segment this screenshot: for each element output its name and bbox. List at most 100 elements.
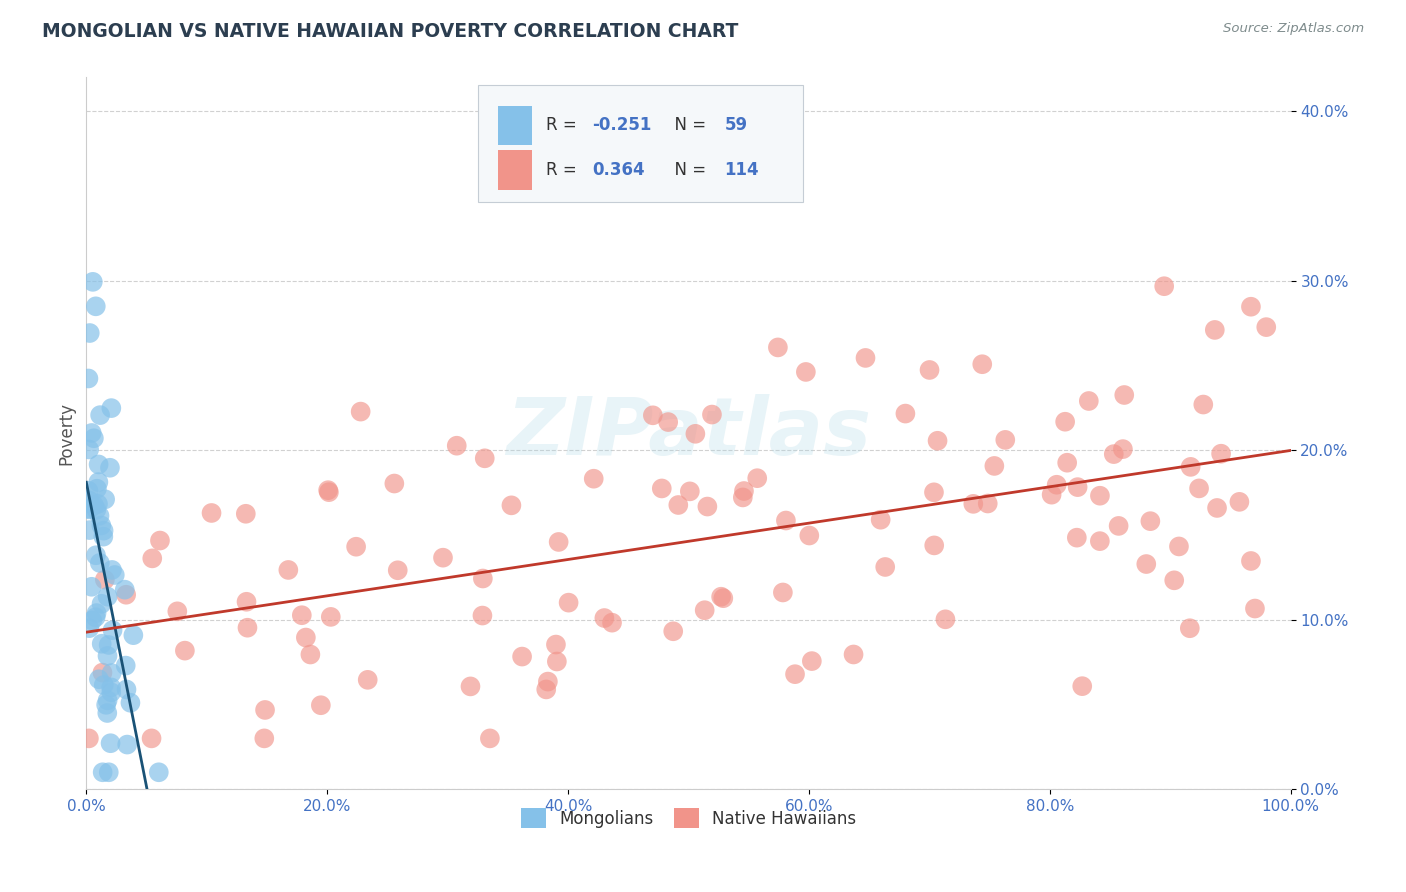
Point	[1204, 323, 1226, 337]
Point	[1077, 394, 1099, 409]
Point	[962, 497, 984, 511]
Point	[460, 680, 482, 694]
Point	[387, 563, 409, 577]
Point	[104, 568, 127, 582]
Point	[1244, 601, 1267, 615]
Point	[710, 590, 733, 604]
Point	[600, 615, 623, 630]
Point	[82, 614, 104, 628]
Point	[91, 530, 114, 544]
Point	[77, 501, 100, 516]
Point	[693, 603, 716, 617]
Point	[593, 611, 616, 625]
Point	[651, 482, 673, 496]
Point	[235, 507, 257, 521]
Point	[94, 492, 117, 507]
Point	[82, 275, 104, 289]
Point	[100, 681, 122, 695]
Point	[319, 610, 342, 624]
Point	[93, 678, 115, 692]
Point	[1108, 519, 1130, 533]
Point	[869, 513, 891, 527]
Point	[1178, 621, 1201, 635]
Point	[927, 434, 949, 448]
Point	[1114, 388, 1136, 402]
Point	[299, 648, 322, 662]
Point	[84, 548, 107, 562]
Point	[84, 610, 107, 624]
Point	[794, 365, 817, 379]
Point	[100, 685, 122, 699]
Point	[86, 606, 108, 620]
Point	[173, 643, 195, 657]
Point	[87, 458, 110, 472]
Point	[1040, 488, 1063, 502]
Point	[685, 426, 707, 441]
Text: N =: N =	[665, 116, 711, 134]
Point	[79, 621, 101, 635]
Text: R =: R =	[547, 161, 582, 179]
Point	[666, 498, 689, 512]
Point	[253, 731, 276, 746]
Point	[97, 693, 120, 707]
Point	[733, 483, 755, 498]
Point	[1192, 398, 1215, 412]
Point	[90, 637, 112, 651]
Point	[148, 765, 170, 780]
Point	[166, 604, 188, 618]
Text: MONGOLIAN VS NATIVE HAWAIIAN POVERTY CORRELATION CHART: MONGOLIAN VS NATIVE HAWAIIAN POVERTY COR…	[42, 22, 738, 41]
Point	[200, 506, 222, 520]
Point	[731, 491, 754, 505]
Point	[318, 485, 340, 500]
Point	[800, 654, 823, 668]
Point	[1163, 574, 1185, 588]
Point	[77, 442, 100, 457]
Point	[83, 499, 105, 513]
Point	[1112, 442, 1135, 456]
Point	[534, 682, 557, 697]
Point	[122, 628, 145, 642]
Point	[471, 608, 494, 623]
Point	[114, 658, 136, 673]
Point	[87, 672, 110, 686]
Point	[90, 597, 112, 611]
Point	[97, 638, 120, 652]
Point	[799, 528, 821, 542]
Point	[696, 500, 718, 514]
Point	[86, 482, 108, 496]
Point	[254, 703, 277, 717]
Point	[657, 415, 679, 429]
Point	[582, 472, 605, 486]
Point	[1135, 557, 1157, 571]
Point	[89, 556, 111, 570]
Point	[141, 731, 163, 746]
Point	[977, 496, 1000, 510]
Point	[1088, 534, 1111, 549]
Point	[547, 535, 569, 549]
Point	[1256, 320, 1278, 334]
Point	[114, 582, 136, 597]
Point	[235, 595, 257, 609]
Point	[1153, 279, 1175, 293]
Point	[97, 590, 120, 604]
Point	[83, 431, 105, 445]
Point	[922, 538, 945, 552]
Point	[983, 458, 1005, 473]
Point	[115, 588, 138, 602]
Point	[89, 408, 111, 422]
Point	[1102, 447, 1125, 461]
Point	[84, 299, 107, 313]
Point	[94, 698, 117, 712]
Point	[115, 738, 138, 752]
Point	[80, 580, 103, 594]
Point	[1240, 554, 1263, 568]
Point	[344, 540, 367, 554]
Point	[775, 514, 797, 528]
Point	[1180, 459, 1202, 474]
Point	[350, 404, 373, 418]
FancyBboxPatch shape	[498, 151, 531, 189]
Point	[1168, 540, 1191, 554]
Point	[510, 649, 533, 664]
Point	[557, 596, 579, 610]
Point	[97, 765, 120, 780]
